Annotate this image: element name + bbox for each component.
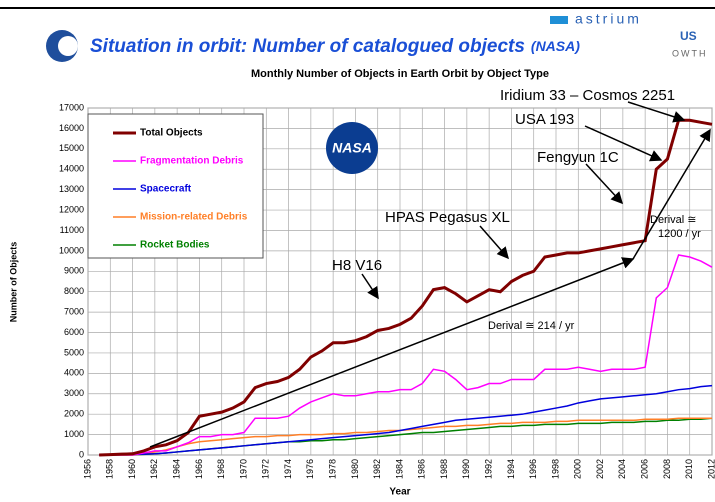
y-tick-label: 16000 xyxy=(59,123,84,133)
x-tick-label: 1956 xyxy=(82,459,92,479)
slide-title: Situation in orbit: Number of catalogued… xyxy=(90,36,580,57)
series-line xyxy=(99,254,713,456)
logo-fragment: OWTH xyxy=(672,48,708,58)
legend-label: Rocket Bodies xyxy=(140,240,210,251)
annotation: 1200 / yr xyxy=(658,228,701,240)
legend-label: Mission-related Debris xyxy=(140,212,248,223)
y-tick-label: 5000 xyxy=(64,347,84,357)
annotation: HPAS Pegasus XL xyxy=(385,209,510,226)
legend: Total Objects Fragmentation Debris Spacecr… xyxy=(113,128,248,251)
logo-mark xyxy=(550,16,568,24)
x-tick-label: 1972 xyxy=(261,459,271,479)
y-tick-label: 10000 xyxy=(59,245,84,255)
x-tick-label: 1982 xyxy=(372,459,382,479)
x-tick-label: 1998 xyxy=(550,459,560,479)
x-tick-label: 1970 xyxy=(238,459,248,479)
y-tick-label: 15000 xyxy=(59,143,84,153)
x-tick-label: 2006 xyxy=(640,459,650,479)
y-tick-label: 12000 xyxy=(59,204,84,214)
y-tick-label: 0 xyxy=(79,449,84,459)
nasa-badge-text: NASA xyxy=(332,140,372,156)
y-tick-label: 4000 xyxy=(64,368,84,378)
x-tick-label: 1986 xyxy=(417,459,427,479)
legend-label: Spacecraft xyxy=(140,184,192,195)
y-tick-label: 1000 xyxy=(64,429,84,439)
series-line xyxy=(99,384,713,456)
x-tick-label: 1992 xyxy=(484,459,494,479)
series-line xyxy=(99,118,713,457)
x-tick-label: 2002 xyxy=(595,459,605,479)
x-tick-label: 1996 xyxy=(528,459,538,479)
x-tick-label: 1962 xyxy=(149,459,159,479)
annotation: USA 193 xyxy=(515,111,574,128)
legend-label: Total Objects xyxy=(140,128,203,139)
annotation-arrow xyxy=(479,225,509,260)
x-tick-label: 1958 xyxy=(105,459,115,479)
annotation-arrow xyxy=(585,163,624,205)
y-tick-label: 17000 xyxy=(59,102,84,112)
x-tick-label: 2012 xyxy=(706,459,715,479)
x-tick-label: 1980 xyxy=(350,459,360,479)
x-tick-label: 1966 xyxy=(194,459,204,479)
y-tick-label: 8000 xyxy=(64,286,84,296)
y-tick-label: 13000 xyxy=(59,184,84,194)
y-tick-label: 2000 xyxy=(64,409,84,419)
annotation: Fengyun 1C xyxy=(537,149,619,166)
plot xyxy=(99,118,713,457)
logo-fragment: US xyxy=(680,29,697,43)
logo: astrium xyxy=(575,11,642,27)
trend-arrow xyxy=(149,257,635,448)
title-box xyxy=(78,30,478,62)
x-tick-label: 1968 xyxy=(216,459,226,479)
x-tick-label: 1960 xyxy=(127,459,137,479)
y-tick-label: 3000 xyxy=(64,388,84,398)
logo-left-cut xyxy=(58,36,78,56)
x-tick-label: 2010 xyxy=(684,459,694,479)
annotation-arrow xyxy=(361,273,379,300)
annotation: Derival ≅ 214 / yr xyxy=(488,320,575,332)
x-tick-label: 1964 xyxy=(172,459,182,479)
x-tick-label: 2000 xyxy=(573,459,583,479)
trend-arrow xyxy=(632,128,711,260)
y-tick-label: 7000 xyxy=(64,306,84,316)
annotation-arrow xyxy=(584,125,663,162)
y-axis-label: Number of Objects xyxy=(8,242,18,323)
x-tick-label: 1978 xyxy=(328,459,338,479)
nasa-badge xyxy=(326,122,378,174)
annotation: H8 V16 xyxy=(332,257,382,274)
x-tick-label: 1994 xyxy=(506,459,516,479)
x-tick-label: 1974 xyxy=(283,459,293,479)
x-tick-label: 1988 xyxy=(439,459,449,479)
y-tick-label: 14000 xyxy=(59,164,84,174)
y-tick-label: 6000 xyxy=(64,327,84,337)
annotations: Iridium 33 – Cosmos 2251 USA 193 Fengyun 1… xyxy=(332,87,701,332)
slide-source: (NASA) xyxy=(531,38,580,54)
slide-title-text: Situation in orbit: Number of catalogued… xyxy=(90,36,525,57)
annotation: Derival ≅ xyxy=(650,214,697,226)
annotation: Iridium 33 – Cosmos 2251 xyxy=(500,87,675,104)
x-tick-label: 1990 xyxy=(461,459,471,479)
chart-title: Monthly Number of Objects in Earth Orbit… xyxy=(251,68,549,80)
x-tick-label: 2004 xyxy=(617,459,627,479)
y-tick-label: 11000 xyxy=(60,225,84,235)
annotation-arrow xyxy=(627,101,686,123)
y-tick-label: 9000 xyxy=(64,266,84,276)
x-tick-label: 1976 xyxy=(305,459,315,479)
x-tick-label: 2008 xyxy=(662,459,672,479)
legend-box xyxy=(87,113,264,259)
x-axis-label: Year xyxy=(389,487,410,498)
legend-label: Fragmentation Debris xyxy=(140,156,244,167)
x-tick-label: 1984 xyxy=(394,459,404,479)
